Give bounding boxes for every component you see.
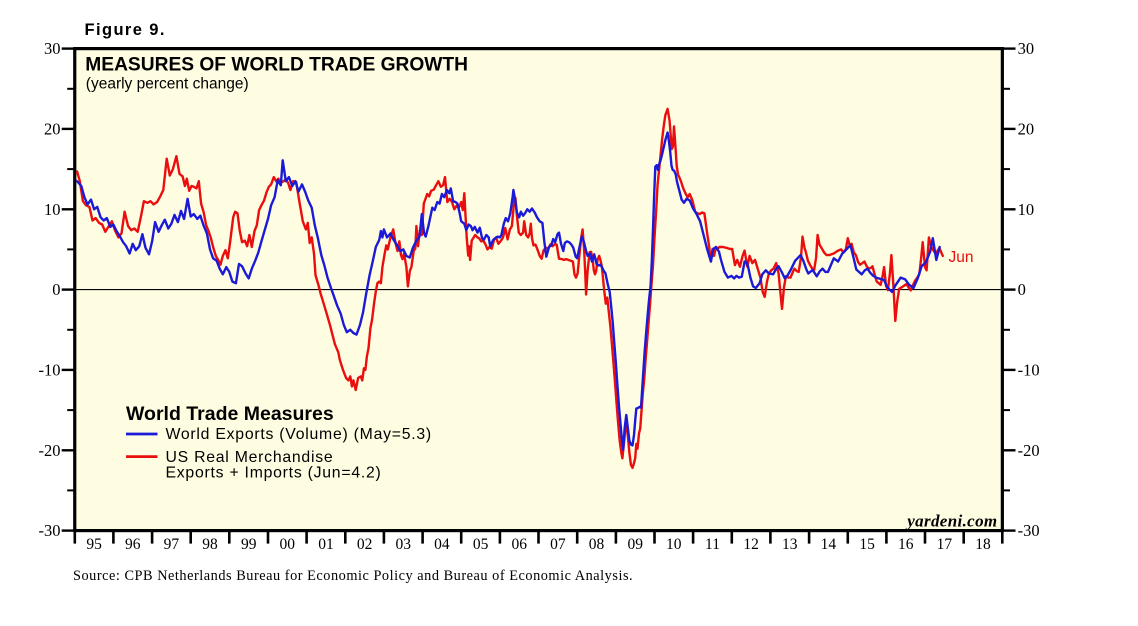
svg-text:00: 00 [280,536,296,553]
svg-text:97: 97 [164,536,180,553]
svg-text:08: 08 [589,536,605,553]
svg-text:07: 07 [550,536,566,553]
svg-text:Figure 9.: Figure 9. [85,21,166,39]
svg-text:95: 95 [86,536,102,553]
svg-text:18: 18 [975,536,991,553]
svg-text:96: 96 [125,536,141,553]
svg-text:13: 13 [782,536,798,553]
svg-text:-20: -20 [1018,441,1040,460]
svg-text:12: 12 [743,536,759,553]
svg-text:30: 30 [44,39,61,58]
svg-text:Source: CPB Netherlands Bureau: Source: CPB Netherlands Bureau for Econo… [73,568,633,584]
svg-text:-30: -30 [39,521,61,540]
svg-text:-10: -10 [39,360,61,379]
svg-text:01: 01 [318,536,334,553]
svg-text:10: 10 [1018,200,1035,219]
svg-text:17: 17 [937,536,953,553]
svg-text:US Real Merchandise: US Real Merchandise [166,449,334,466]
svg-text:-10: -10 [1018,360,1040,379]
svg-text:04: 04 [434,536,450,553]
svg-text:20: 20 [1018,119,1035,138]
svg-text:16: 16 [898,536,914,553]
svg-text:20: 20 [44,119,61,138]
svg-text:10: 10 [666,536,682,553]
svg-text:-30: -30 [1018,521,1040,540]
svg-text:World Trade Measures: World Trade Measures [126,403,334,425]
svg-text:98: 98 [202,536,218,553]
svg-text:-20: -20 [39,441,61,460]
svg-text:0: 0 [1018,280,1026,299]
svg-text:Jun: Jun [949,249,974,266]
svg-text:11: 11 [705,536,720,553]
svg-text:03: 03 [396,536,412,553]
svg-text:06: 06 [511,536,527,553]
svg-text:99: 99 [241,536,257,553]
svg-text:05: 05 [473,536,489,553]
svg-text:0: 0 [52,280,60,299]
svg-text:09: 09 [627,536,643,553]
svg-text:30: 30 [1018,39,1035,58]
svg-text:MEASURES OF WORLD TRADE GROWTH: MEASURES OF WORLD TRADE GROWTH [85,55,468,76]
svg-text:(yearly percent change): (yearly percent change) [86,75,249,92]
svg-text:Exports + Imports (Jun=4.2): Exports + Imports (Jun=4.2) [166,464,382,481]
svg-text:15: 15 [859,536,875,553]
svg-text:02: 02 [357,536,373,553]
svg-text:World Exports (Volume) (May=5.: World Exports (Volume) (May=5.3) [166,426,432,443]
svg-text:14: 14 [821,536,837,553]
svg-text:yardeni.com: yardeni.com [905,512,997,531]
svg-text:10: 10 [44,200,61,219]
